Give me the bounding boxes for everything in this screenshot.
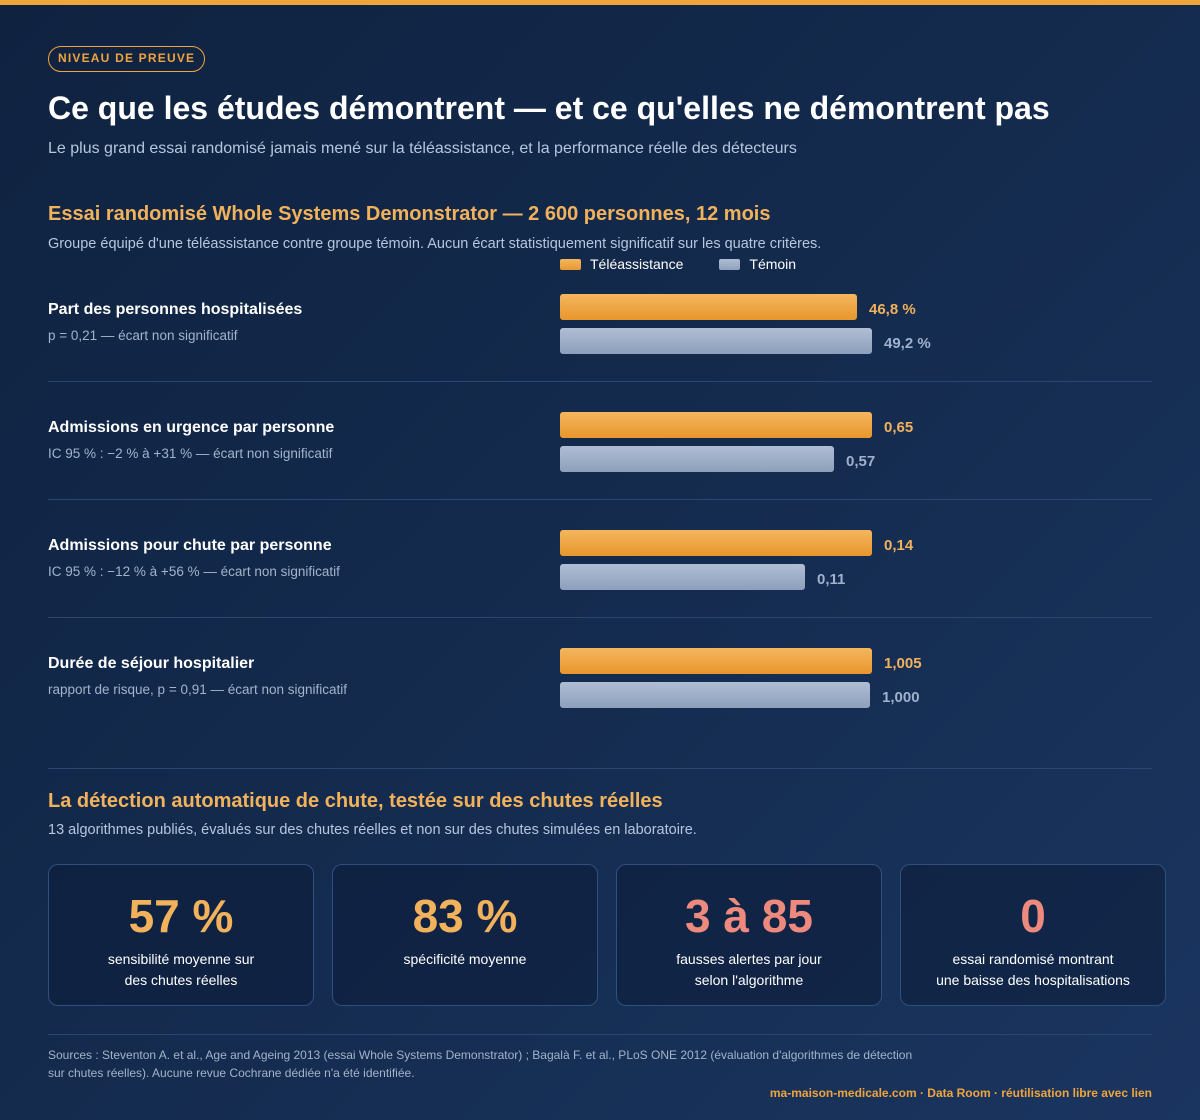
bar-value-teleassistance: 46,8 % [869, 301, 916, 318]
row-label: Part des personnes hospitalisées [48, 301, 303, 318]
bar-value-temoin: 0,57 [846, 453, 876, 470]
bar-teleassistance [560, 412, 872, 438]
bar-teleassistance [560, 530, 872, 556]
bar-value-temoin: 1,000 [882, 689, 920, 706]
stat-label: sensibilité moyenne sur des chutes réell… [63, 949, 299, 991]
row-divider [48, 617, 1152, 618]
bar-teleassistance [560, 648, 872, 674]
evidence-level-badge: NIVEAU DE PREUVE [48, 46, 206, 72]
legend-item-temoin: Témoin [719, 256, 796, 272]
stat-card-specificite: 83 % spécificité moyenne [332, 864, 598, 1006]
bar-value-teleassistance: 1,005 [884, 655, 922, 672]
stat-card-fausses-alertes: 3 à 85 fausses alertes par jour selon l'… [616, 864, 882, 1006]
bar-temoin [560, 446, 834, 472]
stat-label-line: des chutes réelles [124, 972, 238, 988]
row-note: IC 95 % : −12 % à +56 % — écart non sign… [48, 564, 340, 579]
bar-value-temoin: 0,11 [817, 571, 846, 588]
page-title: Ce que les études démontrent — et ce qu'… [48, 90, 1050, 126]
stat-value: 3 à 85 [685, 890, 813, 942]
legend-label-temoin: Témoin [749, 256, 797, 272]
detection-section-title: La détection automatique de chute, testé… [48, 790, 663, 812]
trial-section-title: Essai randomisé Whole Systems Demonstrat… [48, 203, 771, 225]
legend-item-teleassistance: Téléassistance [560, 256, 683, 272]
chart-row-hospitalisees: Part des personnes hospitalisées p = 0,2… [48, 282, 1152, 400]
stat-value: 83 % [412, 890, 518, 942]
row-note: rapport de risque, p = 0,91 — écart non … [48, 682, 348, 697]
page-subtitle: Le plus grand essai randomisé jamais men… [48, 140, 797, 157]
bar-teleassistance [560, 294, 857, 320]
chart-legend: Téléassistance Témoin [560, 256, 832, 272]
row-divider [48, 381, 1152, 382]
stat-label: spécificité moyenne [347, 949, 583, 970]
stat-label-line: selon l'algorithme [694, 972, 804, 988]
chart-row-chute: Admissions pour chute par personne IC 95… [48, 518, 1152, 636]
legend-swatch-teleassistance [560, 258, 581, 270]
footer-divider [48, 1034, 1152, 1035]
chart-row-sejour: Durée de séjour hospitalier rapport de r… [48, 636, 1152, 754]
bar-value-teleassistance: 0,14 [884, 537, 914, 554]
bar-value-temoin: 49,2 % [884, 335, 931, 352]
detection-section-description: 13 algorithmes publiés, évalués sur des … [48, 822, 697, 838]
legend-label-teleassistance: Téléassistance [590, 256, 684, 272]
chart-row-urgence: Admissions en urgence par personne IC 95… [48, 400, 1152, 518]
stat-label: essai randomisé montrant une baisse des … [915, 949, 1151, 991]
stat-card-sensibilite: 57 % sensibilité moyenne sur des chutes … [48, 864, 314, 1006]
stat-label-line: une baisse des hospitalisations [936, 972, 1130, 988]
trial-section-description: Groupe équipé d'une téléassistance contr… [48, 236, 822, 252]
stat-label: fausses alertes par jour selon l'algorit… [631, 949, 867, 991]
stat-value: 57 % [128, 890, 234, 942]
stat-label-line: essai randomisé montrant [952, 951, 1114, 967]
bar-value-teleassistance: 0,65 [884, 419, 914, 436]
row-label: Admissions pour chute par personne [48, 537, 332, 554]
stat-value: 0 [1020, 890, 1046, 942]
row-note: IC 95 % : −2 % à +31 % — écart non signi… [48, 446, 333, 461]
legend-swatch-temoin [719, 258, 741, 270]
sources-note: Sources : Steventon A. et al., Age and A… [48, 1048, 913, 1080]
stat-card-essai-randomise: 0 essai randomisé montrant une baisse de… [900, 864, 1166, 1006]
row-label: Durée de séjour hospitalier [48, 655, 255, 672]
footer-credit-link[interactable]: ma-maison-medicale.com · Data Room · réu… [769, 1086, 1152, 1100]
row-divider [48, 499, 1152, 500]
stat-label-line: sensibilité moyenne sur [107, 951, 255, 967]
bar-temoin [560, 328, 872, 354]
row-note: p = 0,21 — écart non significatif [48, 328, 238, 343]
bar-temoin [560, 564, 805, 590]
bar-temoin [560, 682, 870, 708]
stat-label-line: spécificité moyenne [403, 951, 527, 967]
row-label: Admissions en urgence par personne [48, 419, 335, 436]
section-divider [48, 768, 1152, 769]
top-accent-bar [0, 0, 1200, 5]
stat-label-line: fausses alertes par jour [676, 951, 822, 967]
